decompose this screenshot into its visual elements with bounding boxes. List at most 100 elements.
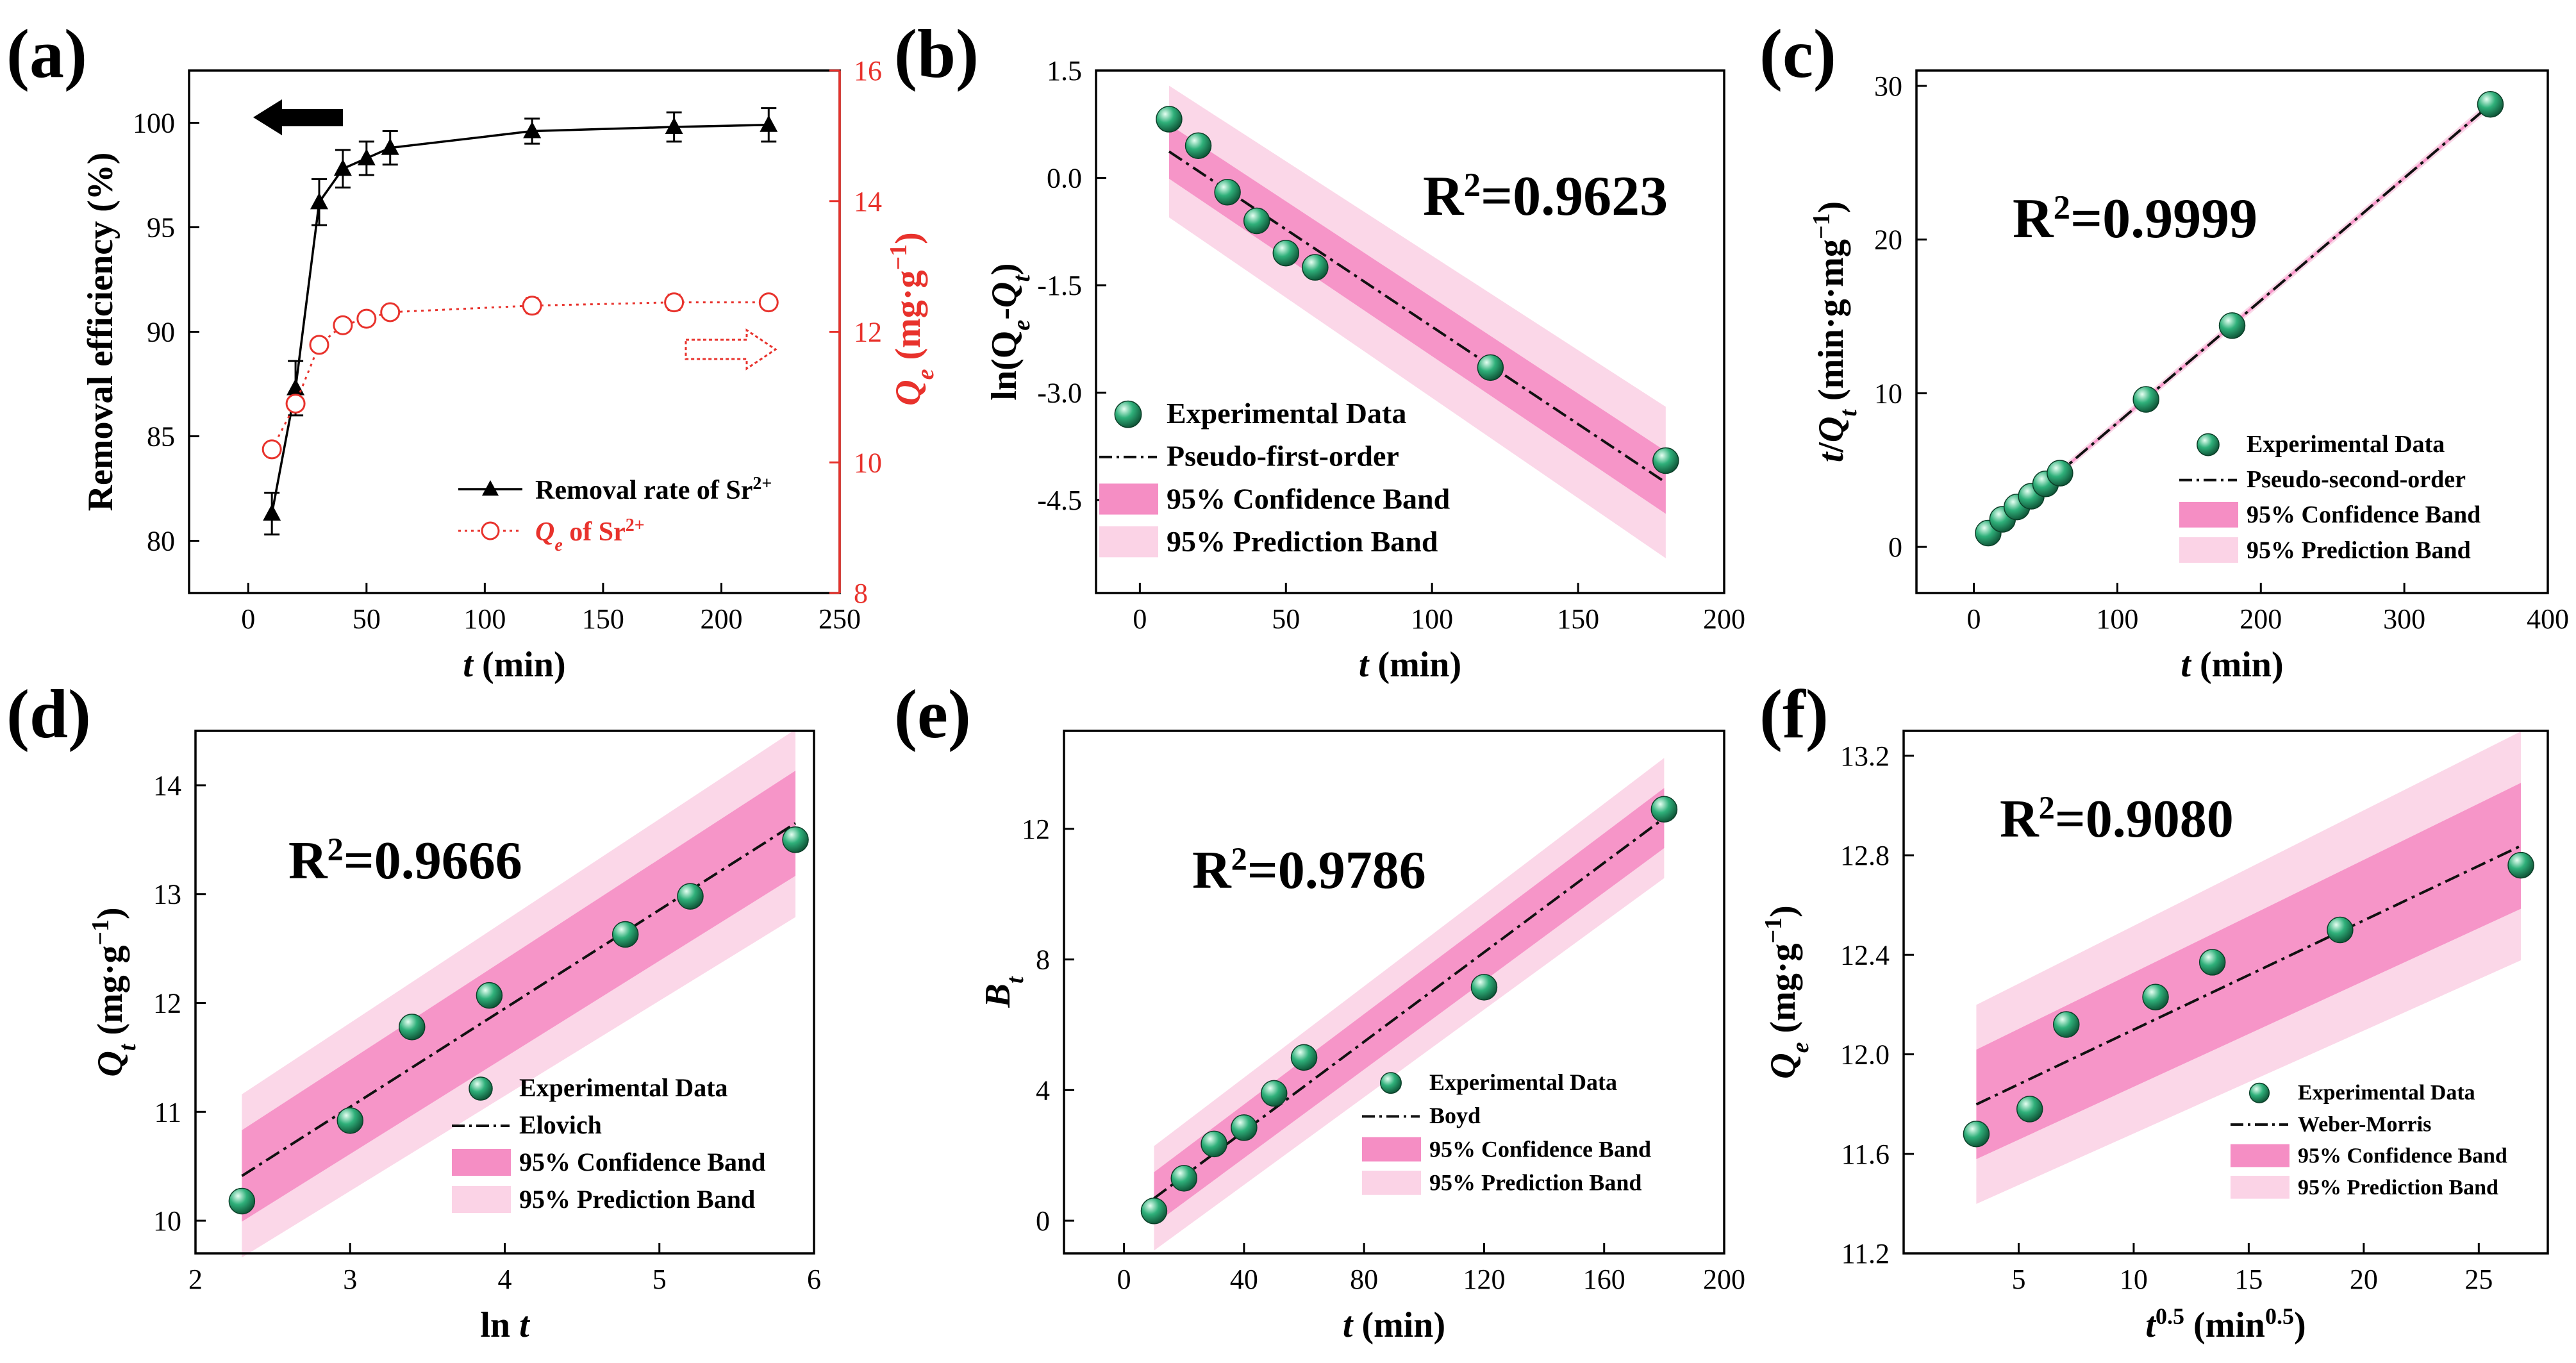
text-span: (mg·g bbox=[90, 946, 130, 1044]
y-axis-title: ln(Qe-Qt) bbox=[985, 263, 1035, 400]
plot-frame bbox=[1915, 69, 2549, 594]
text-span: t bbox=[1835, 409, 1862, 417]
fit-line bbox=[1168, 150, 1666, 484]
data-point bbox=[2197, 433, 2220, 456]
y-tick-label: 0 bbox=[1036, 1205, 1050, 1237]
text-span: R bbox=[1192, 840, 1232, 900]
x-tick-label: 0 bbox=[1967, 603, 1981, 635]
y-axis-title: Qe (mg·g−1) bbox=[885, 232, 939, 406]
y-tick-label: 12.8 bbox=[1840, 840, 1890, 871]
legend-prediction-swatch bbox=[1362, 1171, 1421, 1195]
data-point bbox=[2132, 386, 2159, 413]
data-point bbox=[2327, 916, 2354, 944]
text-span: =0.9999 bbox=[2070, 188, 2257, 250]
x-tick-label: 120 bbox=[1463, 1264, 1505, 1295]
plot-frame bbox=[188, 69, 841, 594]
text-span: 2 bbox=[1231, 841, 1247, 877]
x-tick-label: 300 bbox=[2383, 603, 2425, 635]
text-span: ln(Q bbox=[985, 331, 1024, 401]
panel-label: (f) bbox=[1759, 676, 1829, 753]
x-axis-title: t (min) bbox=[463, 645, 565, 685]
triangle-marker bbox=[333, 159, 352, 176]
y-tick-label: -3.0 bbox=[1037, 377, 1082, 408]
text-span: ) bbox=[2294, 1305, 2306, 1345]
text-span: =0.9623 bbox=[1481, 165, 1668, 228]
text-span: −1 bbox=[87, 919, 114, 946]
panel-f: (f) 5 10 15 20 25 11.2 11.6 12.0 12.4 12.8 13.2 R2=0… bbox=[1759, 676, 2549, 1345]
x-tick-label: 50 bbox=[353, 603, 381, 635]
legend-confidence-swatch bbox=[452, 1149, 511, 1176]
y-tick-label: 90 bbox=[147, 317, 175, 348]
text-span: e bbox=[912, 369, 939, 380]
text-span: ) bbox=[1763, 905, 1803, 917]
y-tick-label: 13.2 bbox=[1840, 740, 1890, 772]
x-axis-title: ln t bbox=[480, 1305, 530, 1345]
text-span: (min) bbox=[473, 645, 566, 685]
circle-marker bbox=[309, 335, 329, 355]
data-point bbox=[1140, 1198, 1168, 1225]
data-point bbox=[1380, 1072, 1402, 1094]
text-span: / bbox=[1811, 442, 1851, 453]
legend-prediction-swatch bbox=[1099, 526, 1158, 558]
text-span: (min·g·mg bbox=[1811, 239, 1851, 410]
x-tick-label: 100 bbox=[1411, 603, 1453, 635]
y-tick-label: 80 bbox=[147, 526, 175, 557]
text-span: −1 bbox=[1760, 917, 1787, 944]
text-span: e bbox=[1787, 1042, 1814, 1053]
data-point bbox=[1650, 796, 1678, 823]
text-span: 0.5 bbox=[2265, 1303, 2294, 1329]
left-arrow-icon bbox=[253, 99, 343, 135]
y-tick-label: 4 bbox=[1036, 1075, 1050, 1106]
data-point bbox=[2198, 949, 2226, 976]
x-tick-label: 400 bbox=[2527, 603, 2569, 635]
data-point bbox=[1214, 179, 1241, 206]
text-span: of Sr bbox=[563, 517, 626, 547]
r-squared-label: R2=0.9999 bbox=[2013, 188, 2257, 250]
text-span: t bbox=[2181, 645, 2191, 685]
text-span: ) bbox=[90, 907, 130, 919]
data-point bbox=[337, 1107, 363, 1134]
legend-label: 95% Prediction Band bbox=[2247, 537, 2471, 564]
text-span: ) bbox=[985, 263, 1024, 275]
x-tick-label: 20 bbox=[2350, 1264, 2378, 1295]
x-axis-title: t (min) bbox=[1343, 1305, 1445, 1345]
text-span: - bbox=[985, 308, 1024, 320]
x-tick-label: 2 bbox=[188, 1264, 203, 1295]
y-axis-title: Removal efficiency (%) bbox=[81, 153, 120, 512]
text-span: Q bbox=[90, 1051, 130, 1076]
legend-label: Experimental Data bbox=[519, 1073, 728, 1102]
legend-triangle bbox=[482, 480, 499, 496]
circle-marker bbox=[356, 308, 377, 329]
text-span: 2 bbox=[2039, 790, 2055, 826]
x-tick-label: 200 bbox=[1703, 1264, 1745, 1295]
text-span: ) bbox=[1811, 201, 1851, 213]
text-span: t bbox=[519, 1305, 530, 1345]
text-span: 0.5 bbox=[2156, 1303, 2184, 1329]
data-point bbox=[399, 1014, 426, 1041]
x-tick-label: 150 bbox=[582, 603, 624, 635]
x-tick-label: 250 bbox=[819, 603, 861, 635]
x-tick-label: 25 bbox=[2464, 1264, 2493, 1295]
circle-marker bbox=[262, 439, 282, 460]
y-tick-label: 30 bbox=[1874, 71, 1902, 102]
fit-line bbox=[1975, 844, 2522, 1106]
data-point bbox=[1170, 1165, 1198, 1192]
confidence-band bbox=[1976, 783, 2522, 1160]
legend-prediction-swatch bbox=[2231, 1176, 2289, 1199]
x-tick-label: 5 bbox=[652, 1264, 667, 1295]
y2-tick-label: 16 bbox=[854, 55, 882, 87]
y-tick-label: -4.5 bbox=[1037, 485, 1082, 516]
data-point bbox=[1260, 1080, 1288, 1107]
text-span: R bbox=[2013, 188, 2054, 250]
panel-label: (e) bbox=[894, 676, 971, 753]
x-tick-label: 10 bbox=[2120, 1264, 2148, 1295]
y-tick-label: 14 bbox=[153, 770, 181, 801]
legend-label: Elovich bbox=[519, 1110, 602, 1139]
data-point bbox=[1290, 1044, 1318, 1071]
data-point bbox=[2142, 983, 2169, 1011]
legend-circle bbox=[481, 521, 500, 540]
triangle-marker bbox=[263, 504, 281, 521]
y-tick-label: 85 bbox=[147, 421, 175, 453]
triangle-marker bbox=[760, 115, 778, 132]
